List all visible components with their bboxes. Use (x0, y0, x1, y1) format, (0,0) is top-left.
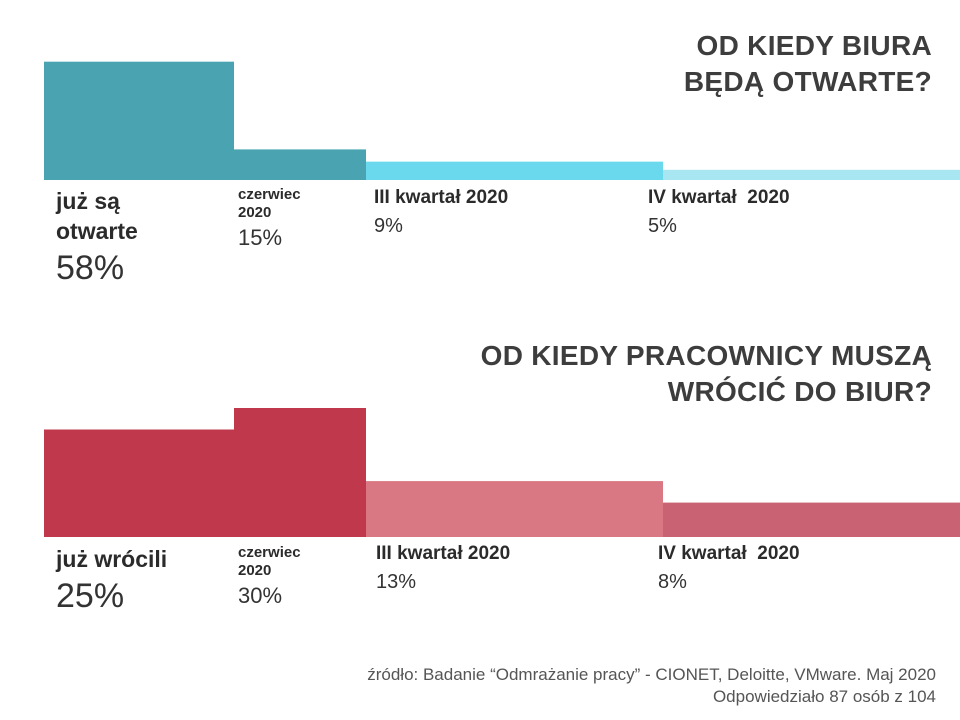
chart1-category-0: już są otwarte (56, 188, 138, 244)
chart2-title: OD KIEDY PRACOWNICY MUSZĄ WRÓCIĆ DO BIUR… (481, 338, 932, 410)
chart2-value-1: 30% (238, 583, 283, 608)
chart2-category-2: III kwartał 2020 (376, 543, 511, 564)
chart2-label-2: III kwartał 2020 13% (376, 542, 636, 595)
chart2-bar-3 (663, 502, 960, 537)
chart1-value-3: 5% (648, 215, 677, 237)
chart2-label-3: IV kwartał 2020 8% (658, 542, 938, 595)
chart2-value-2: 13% (376, 571, 417, 593)
chart2-bar-2 (366, 481, 663, 537)
chart1-category-1: czerwiec 2020 (238, 186, 301, 221)
chart1-value-1: 15% (238, 225, 283, 250)
chart2-category-3: IV kwartał 2020 (658, 543, 800, 564)
chart1-value-0: 58% (56, 249, 125, 287)
chart2-title-line2: WRÓCIĆ DO BIUR? (667, 376, 932, 407)
chart2-bar-1 (234, 408, 366, 537)
chart2-bar-0 (44, 429, 234, 537)
chart1-bar-2 (366, 161, 663, 180)
chart2-value-0: 25% (56, 577, 125, 615)
chart2-label-0: już wrócili 25% (56, 544, 226, 616)
chart1-title: OD KIEDY BIURA BĘDĄ OTWARTE? (684, 28, 932, 100)
chart2-category-0: już wrócili (56, 546, 168, 572)
chart1-label-3: IV kwartał 2020 5% (648, 186, 928, 239)
chart1-label-2: III kwartał 2020 9% (374, 186, 634, 239)
chart1-category-3: IV kwartał 2020 (648, 187, 790, 208)
source-note: źródło: Badanie “Odmrażanie pracy” - CIO… (367, 664, 936, 708)
chart2-title-line1: OD KIEDY PRACOWNICY MUSZĄ (480, 340, 932, 371)
chart1-title-line1: OD KIEDY BIURA (696, 30, 932, 61)
chart1-bar-3 (663, 169, 960, 180)
chart1-label-1: czerwiec 2020 15% (238, 186, 338, 252)
source-line1: źródło: Badanie “Odmrażanie pracy” - CIO… (367, 665, 936, 684)
chart2-label-1: czerwiec 2020 30% (238, 544, 338, 610)
chart2-value-3: 8% (658, 571, 687, 593)
source-line2: Odpowiedziało 87 osób z 104 (712, 687, 936, 706)
chart1-bar-0 (44, 61, 234, 180)
chart1-category-2: III kwartał 2020 (374, 187, 509, 208)
chart2-category-1: czerwiec 2020 (238, 544, 301, 579)
chart1-value-2: 9% (374, 215, 403, 237)
chart1-label-0: już są otwarte 58% (56, 186, 206, 288)
chart1-bars (44, 61, 960, 180)
chart1-bar-1 (234, 149, 366, 180)
chart1-title-line2: BĘDĄ OTWARTE? (683, 66, 932, 97)
